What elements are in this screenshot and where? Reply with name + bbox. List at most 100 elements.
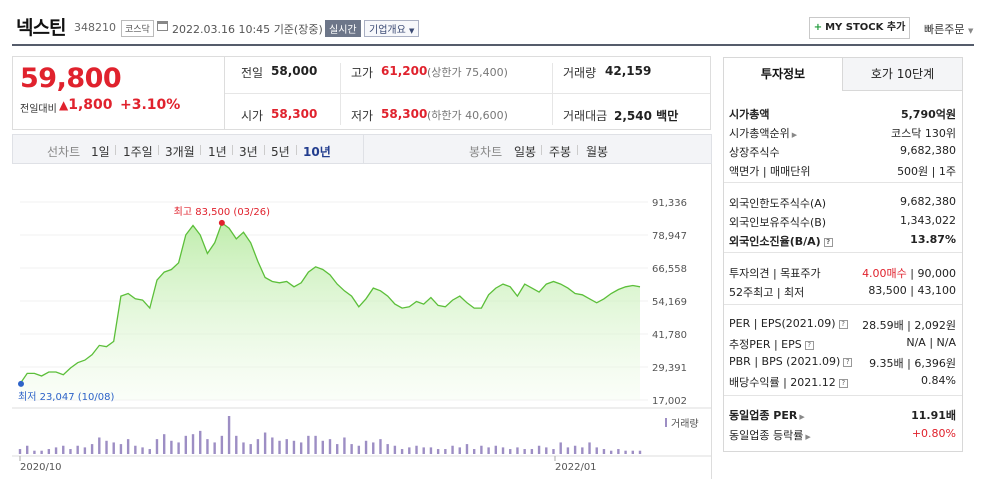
market-badge: 코스닥 bbox=[121, 20, 154, 37]
y-tick-label: 29,391 bbox=[652, 363, 687, 374]
max-point bbox=[218, 219, 225, 226]
tab-10y[interactable]: 10년 bbox=[303, 145, 331, 159]
quote-basis: 기준(장중) bbox=[273, 23, 323, 36]
volume-bar bbox=[242, 442, 245, 454]
volume-bar bbox=[299, 442, 303, 454]
y-tick-label: 78,947 bbox=[652, 231, 687, 242]
quote-datetime: 2022.03.16 10:45 기준(장중) bbox=[172, 23, 323, 36]
volume-bar bbox=[126, 439, 130, 454]
tab-3m[interactable]: 3개월 bbox=[165, 145, 195, 159]
help-icon[interactable]: ? bbox=[843, 358, 853, 367]
market-cap-rank-value: 코스닥 130위 bbox=[891, 127, 956, 140]
min-label: 최저 23,047 (10/08) bbox=[18, 391, 114, 403]
volume-bar bbox=[429, 447, 433, 454]
quick-order-dropdown[interactable]: 빠른주문 ▼ bbox=[924, 23, 974, 36]
volume-bar bbox=[54, 447, 58, 454]
volume-bar bbox=[602, 449, 606, 454]
current-price: 59,800 bbox=[20, 63, 122, 94]
volume-bar bbox=[530, 449, 534, 454]
volume-bar bbox=[638, 450, 642, 454]
volume-bar bbox=[271, 437, 274, 454]
y-tick-label: 41,780 bbox=[652, 330, 687, 341]
volume-bar bbox=[364, 440, 368, 454]
help-icon[interactable]: ? bbox=[838, 379, 848, 388]
volume-bar bbox=[408, 447, 411, 454]
volume-bar bbox=[472, 449, 476, 454]
tab-3y[interactable]: 3년 bbox=[239, 145, 258, 159]
candle-chart-label: 봉차트 bbox=[469, 145, 503, 159]
volume-bar bbox=[545, 447, 548, 454]
tab-monthly[interactable]: 월봉 bbox=[586, 145, 609, 159]
face-value-label: 액면가 | 매매단위 bbox=[729, 165, 811, 178]
opinion-label: 투자의견 | 목표주가 bbox=[729, 267, 821, 280]
tab-daily[interactable]: 일봉 bbox=[514, 145, 537, 159]
volume-bar bbox=[155, 439, 159, 454]
volume-bar bbox=[501, 447, 505, 454]
week52-label: 52주최고 | 최저 bbox=[729, 286, 805, 299]
high-value: 61,200 bbox=[381, 64, 428, 78]
volume-bar bbox=[386, 444, 389, 454]
volume-bar bbox=[523, 449, 526, 454]
industry-change-value: +0.80% bbox=[911, 427, 956, 440]
change-value: ▲1,800 bbox=[59, 97, 113, 113]
tab-1d[interactable]: 1일 bbox=[91, 145, 110, 159]
volume-bar bbox=[624, 450, 627, 454]
price-chart-svg: 91,336 78,947 66,558 54,169 41,780 29,391 17,0… bbox=[12, 198, 712, 473]
volume-bar bbox=[40, 450, 43, 454]
price-chart: 91,336 78,947 66,558 54,169 41,780 29,391 17,0… bbox=[12, 164, 712, 479]
tab-5y[interactable]: 5년 bbox=[271, 145, 290, 159]
tab-invest-info[interactable]: 투자정보 bbox=[724, 58, 843, 91]
volume-bar bbox=[372, 442, 375, 454]
tab-1w[interactable]: 1주일 bbox=[123, 145, 153, 159]
tab-1y[interactable]: 1년 bbox=[208, 145, 227, 159]
chevron-down-icon: ▼ bbox=[409, 27, 415, 35]
volume-bar bbox=[422, 447, 425, 454]
volume-bar bbox=[494, 445, 498, 454]
amount-label: 거래대금 bbox=[563, 109, 608, 123]
tab-orderbook-10[interactable]: 호가 10단계 bbox=[843, 58, 962, 91]
market-cap-label: 시가총액 bbox=[729, 108, 770, 121]
volume-bar bbox=[278, 440, 281, 454]
volume-bar bbox=[595, 447, 598, 454]
volume-bar bbox=[480, 445, 483, 454]
header-divider bbox=[12, 44, 974, 46]
volume-bar bbox=[617, 449, 620, 454]
volume-bar bbox=[191, 434, 195, 454]
price-box bbox=[12, 56, 224, 130]
volume-bar bbox=[400, 449, 404, 454]
up-triangle-icon: ▲ bbox=[59, 98, 69, 112]
change-label: 전일대비 bbox=[20, 104, 57, 115]
mystock-add-button[interactable]: + MY STOCK 추가 bbox=[809, 17, 910, 39]
volume-bar bbox=[170, 440, 173, 454]
help-icon[interactable]: ? bbox=[804, 341, 814, 350]
help-icon[interactable]: ? bbox=[823, 238, 833, 247]
week52-value: 83,500 | 43,100 bbox=[868, 284, 956, 297]
volume-bar bbox=[134, 445, 137, 454]
price-area bbox=[20, 222, 640, 400]
volume-bar bbox=[573, 445, 577, 454]
low-label: 저가 bbox=[351, 109, 374, 123]
high-label: 고가 bbox=[351, 66, 374, 80]
volume-bar bbox=[162, 434, 166, 454]
volume-legend-swatch bbox=[665, 418, 667, 427]
volume-bar bbox=[227, 416, 231, 454]
help-icon[interactable]: ? bbox=[838, 320, 848, 329]
volume-bar bbox=[148, 449, 151, 454]
volume-bar bbox=[33, 450, 36, 454]
volume-bar bbox=[184, 435, 188, 454]
market-cap-rank-link[interactable]: 시가총액순위 ▶ bbox=[729, 127, 798, 140]
volume-bar bbox=[263, 432, 267, 454]
tab-weekly[interactable]: 주봉 bbox=[549, 145, 572, 159]
volume-bar bbox=[509, 449, 512, 454]
amount-value: 2,540 백만 bbox=[614, 109, 679, 123]
volume-bar bbox=[206, 439, 209, 454]
chevron-right-icon: ▶ bbox=[799, 413, 805, 421]
company-name: 넥스틴 bbox=[16, 17, 66, 39]
corp-overview-dropdown[interactable]: 기업개요 ▼ bbox=[364, 20, 420, 37]
industry-change-link[interactable]: 동일업종 등락률 ▶ bbox=[729, 429, 811, 442]
realtime-badge[interactable]: 실시간 bbox=[325, 20, 361, 37]
industry-per-link[interactable]: 동일업종 PER ▶ bbox=[729, 409, 805, 422]
opinion-value: 4.00매수 | 90,000 bbox=[862, 267, 956, 280]
plus-icon: + bbox=[813, 22, 823, 33]
volume-bar bbox=[199, 430, 202, 454]
